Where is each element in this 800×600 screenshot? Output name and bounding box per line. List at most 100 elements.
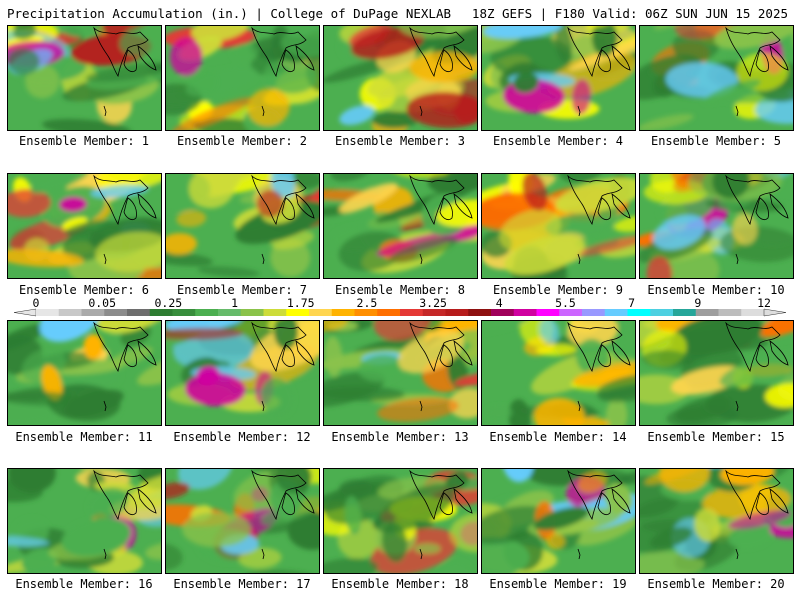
colorbar-segment — [195, 309, 219, 316]
map-panel-member-20 — [639, 468, 794, 574]
map-panel-member-2 — [165, 25, 320, 131]
ensemble-member-label: Ensemble Member: 2 — [176, 134, 308, 148]
map-panel-member-13 — [323, 320, 478, 426]
ensemble-member-label: Ensemble Member: 15 — [647, 430, 785, 444]
colorbar-tick-label: 12 — [757, 296, 771, 310]
map-panel-member-8 — [323, 173, 478, 279]
colorbar-tick-label: 1 — [231, 296, 238, 310]
great-lakes-outline — [725, 321, 789, 373]
map-panel-member-9 — [481, 173, 636, 279]
colorbar-arrow-right — [763, 308, 787, 317]
colorbar-segment — [582, 309, 606, 316]
colorbar-segment — [309, 309, 333, 316]
ensemble-member-label: Ensemble Member: 3 — [334, 134, 466, 148]
precip-field — [166, 321, 319, 425]
colorbar-segment — [331, 309, 355, 316]
precip-field — [640, 321, 793, 425]
colorbar-arrow-left — [13, 308, 37, 317]
colorbar-segment — [673, 309, 697, 316]
great-lakes-outline — [251, 26, 315, 78]
map-panel-member-11 — [7, 320, 162, 426]
colorbar-segment — [445, 309, 469, 316]
model-run-info: 18Z GEFS | F180 Valid: 06Z SUN JUN 15 20… — [471, 6, 788, 21]
colorbar-tick-label: 9 — [694, 296, 702, 310]
colorbar-segment — [263, 309, 287, 316]
colorbar-segment — [513, 309, 537, 316]
colorbar-segment — [491, 309, 515, 316]
colorbar-segment — [354, 309, 378, 316]
colorbar-tick-label: 7 — [628, 296, 636, 310]
colorbar-tick-label: 0 — [32, 296, 40, 310]
ensemble-member-label: Ensemble Member: 19 — [489, 577, 627, 591]
map-panel-member-12 — [165, 320, 320, 426]
great-lakes-outline — [409, 321, 473, 373]
great-lakes-outline — [93, 26, 157, 78]
colorbar-segment — [104, 309, 128, 316]
map-panel-member-10 — [639, 173, 794, 279]
map-panel-member-19 — [481, 468, 636, 574]
colorbar-segment — [741, 309, 765, 316]
ensemble-member-label: Ensemble Member: 5 — [650, 134, 782, 148]
great-lakes-outline — [251, 174, 315, 226]
colorbar-segment — [172, 309, 196, 316]
great-lakes-outline — [567, 174, 631, 226]
precip-field — [324, 321, 477, 425]
ensemble-member-label: Ensemble Member: 17 — [173, 577, 311, 591]
colorbar-tick-label: 0.25 — [154, 296, 183, 310]
colorbar-segment — [286, 309, 310, 316]
precip-field — [482, 469, 635, 573]
ensemble-member-label: Ensemble Member: 13 — [331, 430, 469, 444]
ensemble-member-label: Ensemble Member: 7 — [176, 283, 308, 297]
precip-field — [482, 174, 635, 278]
map-panel-member-5 — [639, 25, 794, 131]
great-lakes-outline — [725, 174, 789, 226]
great-lakes-outline — [409, 469, 473, 521]
colorbar-segment — [604, 309, 628, 316]
colorbar-segment — [377, 309, 401, 316]
map-panel-member-18 — [323, 468, 478, 574]
colorbar-tick-label: 1.75 — [286, 296, 315, 310]
colorbar-tick-label: 3.25 — [419, 296, 447, 310]
map-panel-member-15 — [639, 320, 794, 426]
precip-field — [8, 26, 161, 130]
ensemble-member-label: Ensemble Member: 6 — [18, 283, 150, 297]
colorbar-segment — [422, 309, 446, 316]
colorbar-segment — [536, 309, 560, 316]
great-lakes-outline — [409, 26, 473, 78]
colorbar-segment — [58, 309, 82, 316]
colorbar-segment — [468, 309, 492, 316]
great-lakes-outline — [251, 469, 315, 521]
map-panel-member-6 — [7, 173, 162, 279]
great-lakes-outline — [567, 321, 631, 373]
colorbar-segment — [240, 309, 264, 316]
great-lakes-outline — [93, 321, 157, 373]
colorbar-segment — [695, 309, 719, 316]
precip-field — [8, 174, 161, 278]
ensemble-member-label: Ensemble Member: 4 — [492, 134, 624, 148]
colorbar-segment — [559, 309, 583, 316]
map-panel-member-3 — [323, 25, 478, 131]
precip-field — [8, 321, 161, 425]
ensemble-member-label: Ensemble Member: 20 — [647, 577, 785, 591]
ensemble-member-label: Ensemble Member: 10 — [647, 283, 785, 297]
colorbar-segment — [400, 309, 424, 316]
precip-field — [324, 174, 477, 278]
map-panel-member-4 — [481, 25, 636, 131]
colorbar-tick-label: 4 — [495, 296, 503, 310]
precip-field — [324, 26, 477, 130]
precip-field — [166, 174, 319, 278]
colorbar-tick-label: 0.05 — [88, 296, 117, 310]
colorbar-segment — [36, 309, 60, 316]
great-lakes-outline — [409, 174, 473, 226]
great-lakes-outline — [567, 26, 631, 78]
ensemble-member-label: Ensemble Member: 9 — [492, 283, 624, 297]
colorbar-segment — [718, 309, 742, 316]
precip-field — [8, 469, 161, 573]
map-title: Precipitation Accumulation (in.) | Colle… — [7, 6, 452, 21]
colorbar-segment — [81, 309, 105, 316]
great-lakes-outline — [567, 469, 631, 521]
precip-field — [324, 469, 477, 573]
colorbar-tick-label: 5.5 — [555, 296, 576, 310]
colorbar-segment — [627, 309, 651, 316]
colorbar-segment — [149, 309, 173, 316]
